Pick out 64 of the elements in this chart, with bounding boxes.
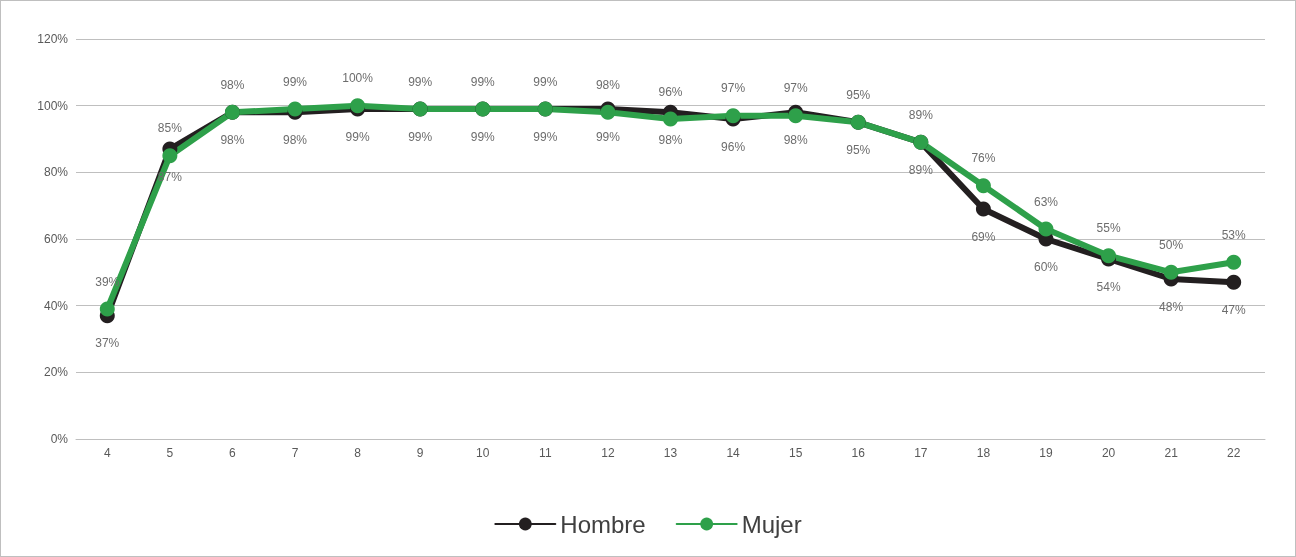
data-label: 98% bbox=[283, 132, 308, 147]
data-label: 95% bbox=[846, 142, 871, 157]
x-tick-label: 18 bbox=[976, 446, 991, 460]
data-label: 99% bbox=[595, 129, 621, 144]
data-label: 69% bbox=[971, 229, 996, 244]
y-tick-label: 20% bbox=[43, 365, 69, 380]
data-label: 47% bbox=[1221, 302, 1247, 317]
x-tick-label: 11 bbox=[539, 446, 552, 460]
y-tick-label: 40% bbox=[43, 298, 69, 313]
x-tick-label: 13 bbox=[663, 446, 678, 460]
y-tick-label: 80% bbox=[43, 165, 69, 180]
data-label: 37% bbox=[95, 336, 120, 351]
data-label: 99% bbox=[283, 74, 308, 89]
data-label: 48% bbox=[1159, 299, 1184, 314]
data-label: 95% bbox=[846, 87, 871, 102]
x-tick-label: 22 bbox=[1227, 446, 1241, 460]
data-label: 99% bbox=[408, 74, 433, 89]
data-label: 76% bbox=[971, 151, 996, 166]
data-label: 99% bbox=[470, 129, 496, 144]
x-tick-label: 9 bbox=[416, 446, 424, 460]
x-tick-label: 20 bbox=[1101, 446, 1116, 460]
x-tick-label: 12 bbox=[601, 446, 615, 460]
y-tick-label: 60% bbox=[43, 232, 69, 246]
data-label: 100% bbox=[342, 71, 374, 86]
data-label: 54% bbox=[1096, 279, 1121, 294]
data-label: 53% bbox=[1221, 227, 1247, 242]
data-label: 99% bbox=[408, 129, 433, 144]
data-label: 98% bbox=[658, 132, 683, 147]
y-tick-label: 0% bbox=[50, 432, 69, 446]
legend-label: Mujer bbox=[741, 510, 802, 538]
x-tick-label: 10 bbox=[476, 446, 490, 460]
data-label: 96% bbox=[721, 139, 746, 154]
x-tick-label: 19 bbox=[1039, 446, 1053, 460]
data-label: 89% bbox=[908, 107, 934, 122]
data-label: 50% bbox=[1159, 237, 1184, 252]
x-tick-label: 8 bbox=[354, 446, 362, 460]
x-tick-label: 6 bbox=[229, 446, 237, 460]
data-label: 99% bbox=[345, 129, 370, 144]
x-tick-label: 14 bbox=[726, 446, 741, 460]
x-tick-label: 4 bbox=[103, 446, 111, 460]
data-label: 96% bbox=[658, 84, 683, 99]
data-label: 97% bbox=[783, 81, 808, 96]
data-label: 98% bbox=[220, 132, 245, 147]
data-label: 97% bbox=[721, 81, 746, 96]
y-tick-label: 120% bbox=[37, 32, 69, 46]
x-tick-label: 17 bbox=[914, 446, 928, 460]
y-tick-label: 100% bbox=[37, 98, 69, 113]
legend-label: Hombre bbox=[560, 510, 646, 538]
data-label: 99% bbox=[533, 129, 558, 144]
data-label: 99% bbox=[470, 74, 496, 89]
x-tick-label: 5 bbox=[166, 446, 174, 460]
data-label: 98% bbox=[595, 77, 621, 92]
data-label: 85% bbox=[157, 121, 183, 136]
data-label: 98% bbox=[783, 132, 808, 147]
data-label: 99% bbox=[533, 74, 558, 89]
data-label: 55% bbox=[1096, 221, 1121, 236]
x-tick-label: 7 bbox=[291, 446, 299, 460]
data-label: 63% bbox=[1033, 194, 1059, 209]
data-label: 60% bbox=[1033, 259, 1059, 274]
x-tick-label: 21 bbox=[1164, 446, 1179, 460]
x-tick-label: 16 bbox=[851, 446, 866, 460]
data-label: 98% bbox=[220, 77, 245, 92]
x-tick-label: 15 bbox=[788, 446, 803, 460]
data-label: 89% bbox=[908, 162, 934, 177]
